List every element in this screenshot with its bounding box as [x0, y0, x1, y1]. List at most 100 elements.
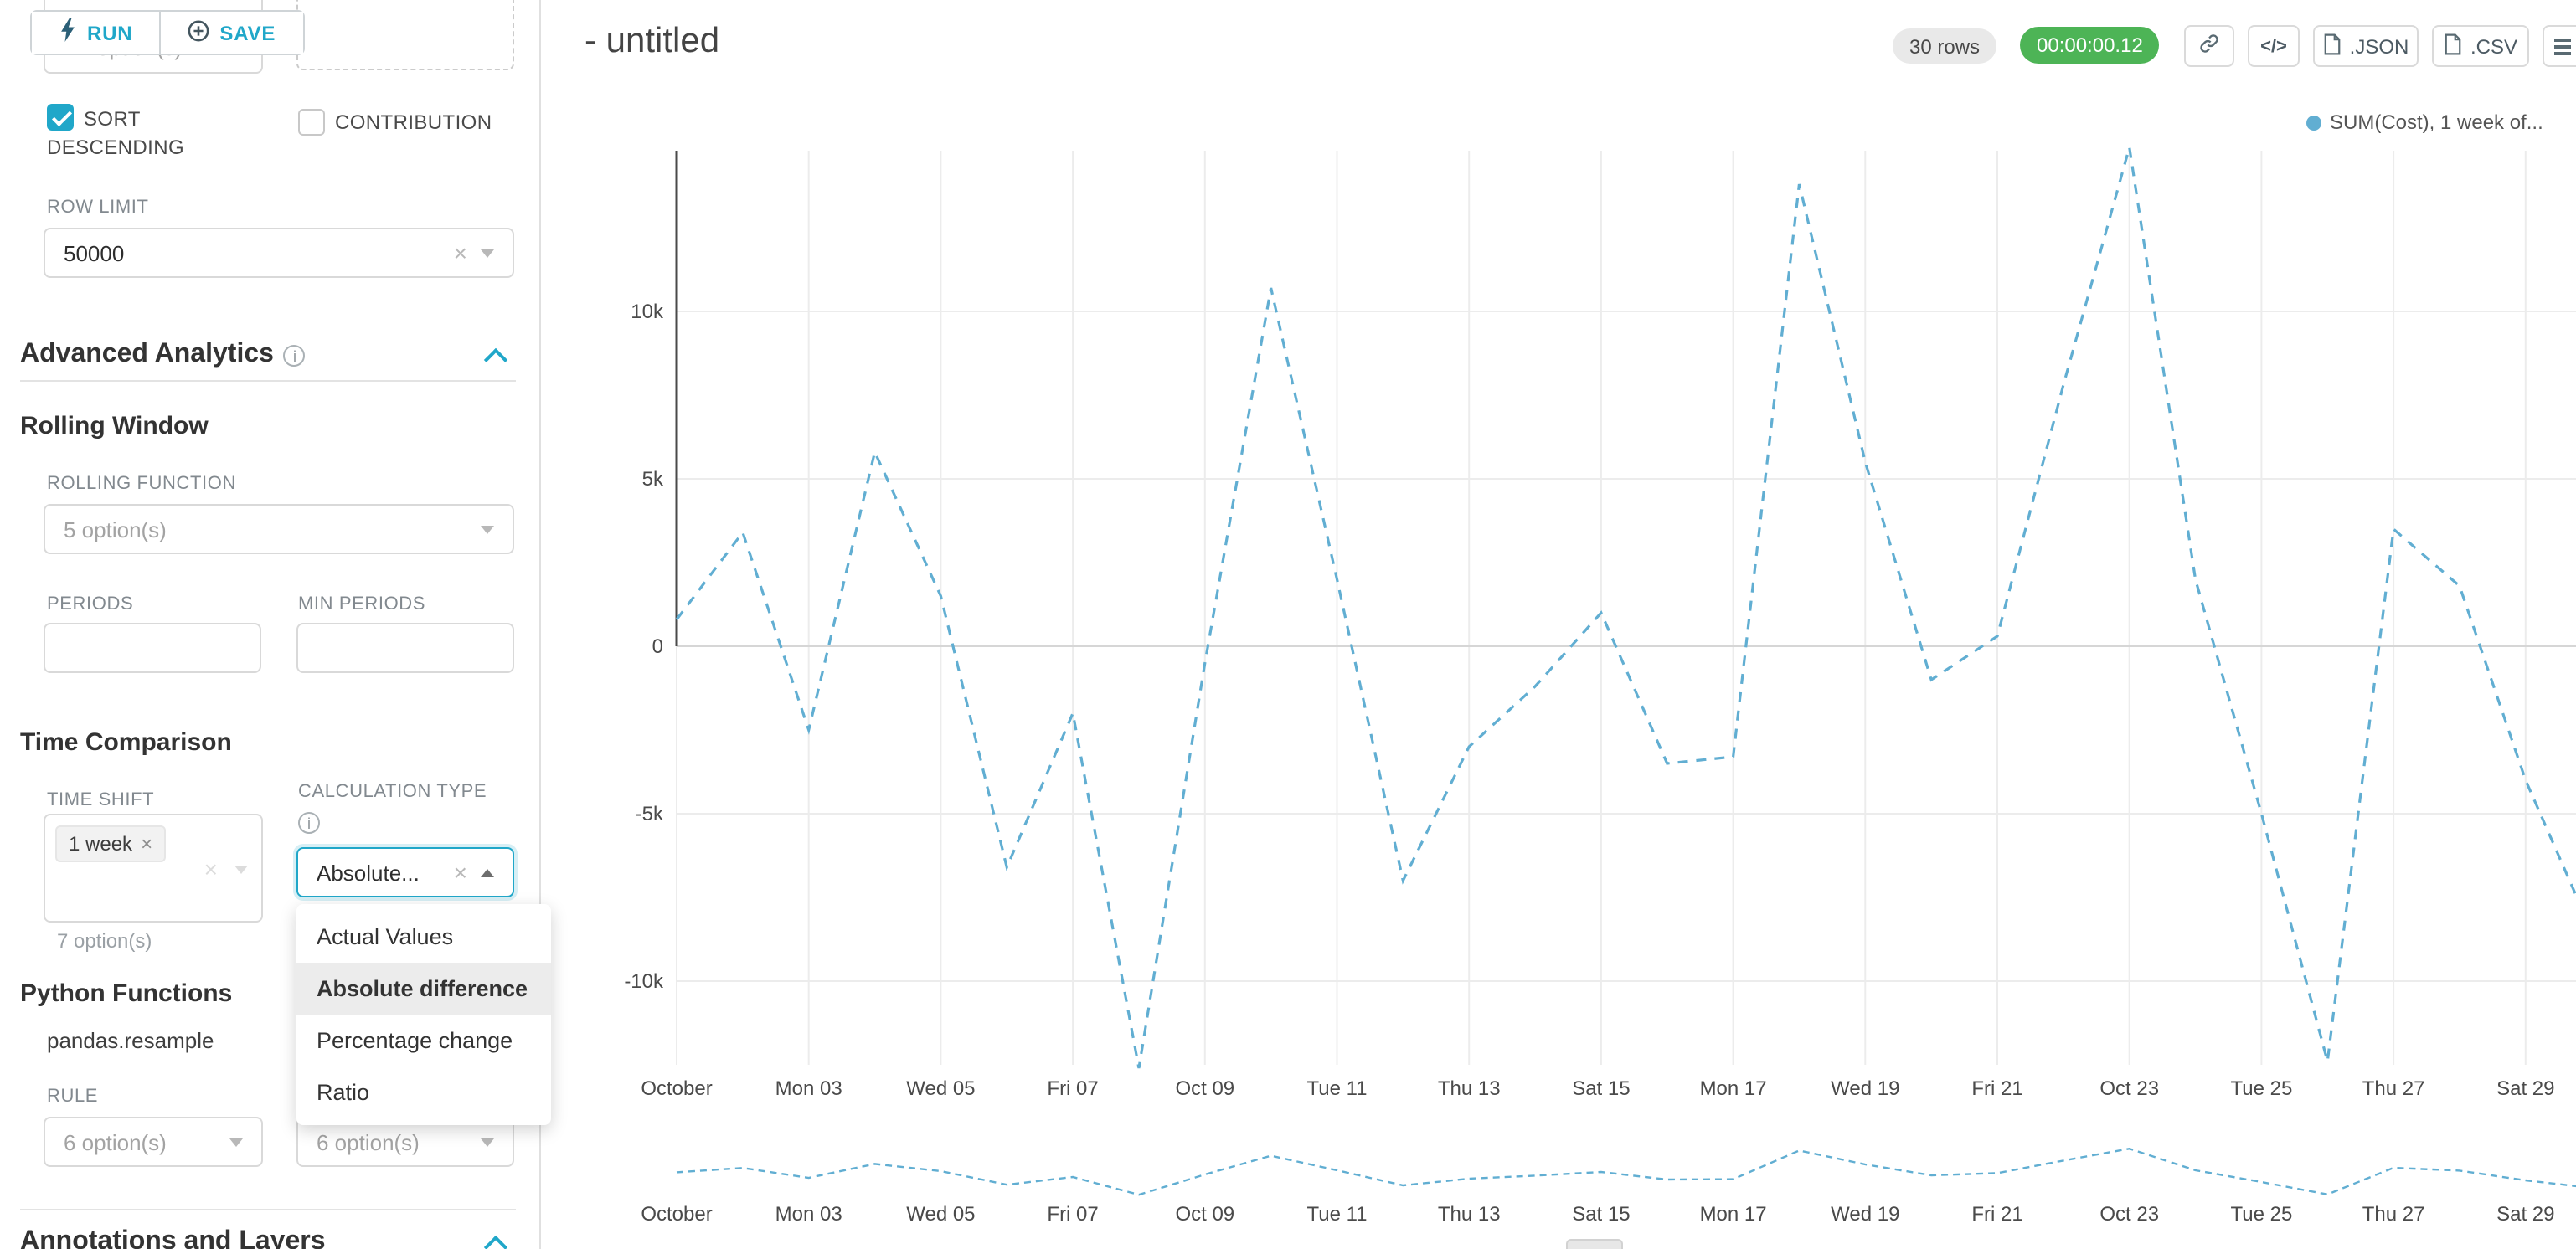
export-json-button[interactable]: .JSON: [2313, 25, 2419, 67]
svg-text:Fri 21: Fri 21: [1971, 1077, 2022, 1100]
svg-text:Tue 25: Tue 25: [2230, 1203, 2292, 1226]
svg-text:Mon 03: Mon 03: [775, 1077, 842, 1100]
cropped-drop-field[interactable]: [296, 0, 514, 70]
time-shift-tag-label: 1 week: [69, 832, 133, 856]
svg-text:October: October: [641, 1203, 712, 1226]
collapse-chevron-up-icon[interactable]: [483, 347, 508, 373]
svg-text:Wed 19: Wed 19: [1831, 1077, 1899, 1100]
advanced-analytics-header[interactable]: Advanced Analytics i: [20, 340, 306, 370]
hamburger-icon: [2554, 44, 2571, 48]
svg-text:Mon 17: Mon 17: [1700, 1077, 1767, 1100]
svg-text:Tue 11: Tue 11: [1306, 1203, 1367, 1226]
chevron-down-icon: [481, 525, 494, 533]
calculation-type-label: CALCULATION TYPE: [298, 782, 487, 802]
code-icon: </>: [2260, 36, 2287, 56]
rule-fill-select-value: 6 option(s): [317, 1129, 420, 1154]
contribution-checkbox[interactable]: [298, 109, 325, 136]
menu-item-ratio[interactable]: Ratio: [317, 1080, 370, 1105]
time-comparison-title: Time Comparison: [20, 728, 232, 757]
advanced-analytics-title: Advanced Analytics: [20, 340, 274, 368]
svg-text:Sat 15: Sat 15: [1572, 1203, 1630, 1226]
svg-text:Sat 29: Sat 29: [2496, 1203, 2554, 1226]
svg-text:0: 0: [652, 635, 663, 658]
periods-input[interactable]: [44, 623, 261, 673]
svg-text:Fri 21: Fri 21: [1971, 1203, 2022, 1226]
rule-label: RULE: [47, 1087, 99, 1107]
section-divider: [20, 1209, 516, 1210]
rolling-function-select[interactable]: 5 option(s): [44, 504, 514, 554]
svg-text:Tue 11: Tue 11: [1306, 1077, 1367, 1100]
min-periods-label: MIN PERIODS: [298, 594, 426, 614]
legend-label: SUM(Cost), 1 week of...: [2330, 111, 2543, 134]
calculation-type-menu: Actual Values Absolute difference Percen…: [296, 904, 551, 1125]
svg-text:5k: 5k: [642, 468, 664, 491]
clear-icon[interactable]: ×: [204, 856, 218, 882]
svg-text:Oct 23: Oct 23: [2099, 1203, 2159, 1226]
svg-text:Sat 15: Sat 15: [1572, 1077, 1630, 1100]
svg-text:Fri 07: Fri 07: [1047, 1203, 1098, 1226]
rule-select-value: 6 option(s): [64, 1129, 167, 1154]
chevron-down-icon: [234, 866, 248, 874]
chevron-down-icon: [481, 249, 494, 257]
python-functions-title: Python Functions: [20, 979, 233, 1008]
save-button-label: SAVE: [219, 21, 276, 44]
annotations-title: Annotations and Layers: [20, 1227, 326, 1249]
clear-icon[interactable]: ×: [453, 239, 467, 266]
svg-text:October: October: [641, 1077, 712, 1100]
chart-resize-handle[interactable]: [1566, 1239, 1623, 1249]
run-button-label: RUN: [87, 21, 133, 44]
menu-item-absolute-difference[interactable]: Absolute difference: [296, 963, 551, 1015]
main-chart-svg[interactable]: October October Mon 03 Mon 03 Wed 05 Wed 05 Fr…: [553, 92, 2576, 1249]
row-limit-select[interactable]: 50000 ×: [44, 228, 514, 278]
share-link-button[interactable]: [2184, 25, 2234, 67]
remove-tag-icon[interactable]: ×: [141, 832, 153, 856]
query-timer-badge: 00:00:00.12: [2020, 27, 2160, 64]
rule-select[interactable]: 6 option(s): [44, 1117, 263, 1167]
contribution-label: CONTRIBUTION: [335, 111, 492, 134]
svg-text:Wed 19: Wed 19: [1831, 1203, 1899, 1226]
svg-text:Thu 27: Thu 27: [2362, 1203, 2425, 1226]
svg-text:Thu 13: Thu 13: [1438, 1077, 1501, 1100]
link-icon: [2197, 32, 2221, 60]
calculation-type-value: Absolute...: [317, 860, 420, 885]
export-csv-button[interactable]: .CSV: [2432, 25, 2529, 67]
sort-descending-checkbox[interactable]: [47, 104, 74, 131]
chart-title: - untitled: [585, 22, 720, 60]
plus-circle-icon: [188, 19, 209, 46]
svg-text:Thu 27: Thu 27: [2362, 1077, 2425, 1100]
lightning-icon: [59, 18, 77, 47]
rolling-window-title: Rolling Window: [20, 412, 209, 440]
row-limit-label: ROW LIMIT: [47, 198, 149, 218]
time-shift-select[interactable]: 1 week × ×: [44, 814, 263, 923]
sort-descending-label: SORT DESCENDING: [47, 107, 185, 159]
run-button[interactable]: RUN: [32, 12, 160, 54]
time-shift-label: TIME SHIFT: [47, 790, 155, 810]
more-menu-button[interactable]: [2543, 25, 2576, 67]
annotations-header[interactable]: Annotations and Layers: [20, 1227, 326, 1249]
svg-text:Oct 09: Oct 09: [1175, 1077, 1234, 1100]
svg-text:Thu 13: Thu 13: [1438, 1203, 1501, 1226]
calculation-type-select[interactable]: Absolute... ×: [296, 847, 514, 897]
svg-text:Tue 25: Tue 25: [2230, 1077, 2292, 1100]
save-button[interactable]: SAVE: [159, 12, 303, 54]
svg-text:Fri 07: Fri 07: [1047, 1077, 1098, 1100]
chevron-up-icon: [481, 868, 494, 876]
time-shift-tag: 1 week ×: [55, 825, 167, 862]
chart-legend[interactable]: SUM(Cost), 1 week of...: [2306, 111, 2543, 134]
clear-icon[interactable]: ×: [453, 859, 467, 886]
min-periods-input[interactable]: [296, 623, 514, 673]
info-icon: i: [283, 344, 306, 366]
run-save-button-group: RUN SAVE: [30, 10, 305, 55]
view-query-button[interactable]: </>: [2248, 25, 2300, 67]
row-limit-value: 50000: [64, 240, 125, 265]
rolling-function-label: ROLLING FUNCTION: [47, 474, 236, 494]
chevron-down-icon: [229, 1138, 243, 1146]
svg-text:Oct 09: Oct 09: [1175, 1203, 1234, 1226]
menu-item-actual-values[interactable]: Actual Values: [317, 924, 454, 949]
menu-item-percentage-change[interactable]: Percentage change: [317, 1028, 513, 1053]
file-icon: [2444, 33, 2462, 59]
svg-text:-10k: -10k: [624, 970, 664, 993]
svg-text:Sat 29: Sat 29: [2496, 1077, 2554, 1100]
collapse-chevron-up-icon[interactable]: [483, 1235, 508, 1249]
